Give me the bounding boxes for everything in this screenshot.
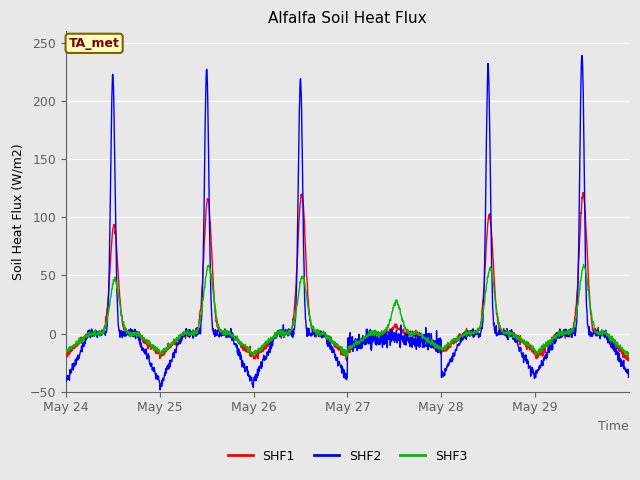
Y-axis label: Soil Heat Flux (W/m2): Soil Heat Flux (W/m2) bbox=[11, 143, 24, 280]
Legend: SHF1, SHF2, SHF3: SHF1, SHF2, SHF3 bbox=[223, 444, 472, 468]
Text: TA_met: TA_met bbox=[68, 37, 120, 50]
Title: Alfalfa Soil Heat Flux: Alfalfa Soil Heat Flux bbox=[268, 11, 427, 26]
X-axis label: Time: Time bbox=[598, 420, 629, 433]
